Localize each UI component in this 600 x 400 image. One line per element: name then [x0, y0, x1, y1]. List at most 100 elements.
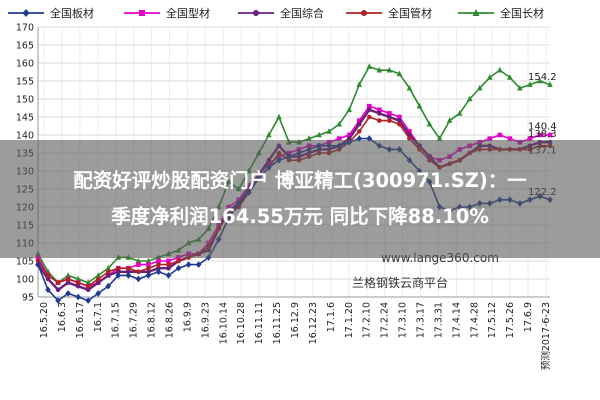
data-point: [105, 273, 111, 278]
x-tick-label: 17.2.24: [380, 302, 391, 338]
data-point: [65, 276, 71, 282]
data-point: [377, 118, 382, 123]
x-tick-label: 预测2017-6-23: [541, 302, 552, 370]
data-point: [175, 264, 182, 272]
x-tick-label: 17.3.10: [398, 302, 409, 338]
data-point: [547, 132, 553, 138]
data-point: [135, 275, 142, 283]
data-point: [486, 74, 493, 80]
data-point: [145, 257, 152, 264]
x-tick-label: 16.9.9: [182, 302, 193, 332]
data-point: [466, 95, 473, 102]
data-point: [126, 265, 131, 271]
y-tick-label: 105: [16, 257, 34, 268]
data-point: [376, 66, 383, 73]
end-value-label: 140.4: [528, 122, 557, 133]
data-point: [446, 117, 453, 123]
legend-item: 全国板材: [8, 6, 94, 20]
data-point: [346, 106, 353, 113]
x-tick-label: 16.9.23: [200, 302, 211, 338]
data-point: [146, 262, 151, 267]
data-point: [75, 280, 81, 285]
data-point: [387, 114, 392, 120]
legend-item: 全国管材: [346, 6, 432, 20]
legend-item: 全国型材: [124, 6, 210, 20]
data-point: [55, 287, 61, 293]
data-point: [406, 84, 413, 91]
headline-line-2: 季度净利润164.55万元 同比下降88.10%: [111, 205, 489, 228]
y-tick-label: 150: [16, 95, 34, 106]
data-point: [416, 102, 423, 109]
x-tick-label: 17.2.10: [362, 302, 373, 338]
data-point: [336, 120, 342, 127]
data-point: [95, 272, 102, 278]
x-tick-label: 17.6.9: [523, 302, 534, 332]
x-tick-label: 16.7.15: [111, 302, 122, 338]
watermark-brand: 兰格钢铁云商平台: [352, 275, 448, 290]
x-tick-label: 16.6.17: [75, 302, 86, 338]
data-point: [527, 136, 533, 141]
legend-label: 全国长材: [500, 6, 544, 20]
data-point: [476, 84, 483, 91]
x-tick-label: 16.11.25: [272, 302, 283, 344]
x-tick-label: 17.5.26: [505, 302, 516, 338]
data-point: [336, 136, 342, 141]
data-point: [306, 135, 312, 141]
data-point: [35, 261, 41, 268]
data-point: [45, 286, 51, 294]
data-point: [456, 110, 463, 116]
data-point: [185, 261, 192, 268]
data-point: [397, 121, 402, 127]
data-point: [176, 258, 181, 264]
data-point: [497, 66, 503, 73]
data-point: [253, 10, 259, 16]
data-point: [165, 272, 172, 279]
data-point: [156, 262, 161, 267]
data-point: [125, 272, 132, 279]
data-point: [386, 66, 393, 73]
data-point: [75, 293, 81, 301]
data-point: [507, 74, 513, 80]
x-tick-label: 16.8.12: [147, 302, 158, 338]
data-point: [85, 279, 91, 285]
legend-label: 全国板材: [50, 6, 94, 20]
data-point: [155, 268, 162, 276]
x-tick-label: 16.7.29: [129, 302, 140, 338]
data-point: [136, 269, 141, 275]
data-point: [407, 136, 412, 141]
data-point: [115, 272, 122, 279]
x-tick-label: 16.10.28: [236, 302, 247, 344]
data-point: [377, 107, 382, 113]
y-tick-label: 100: [16, 275, 34, 286]
x-tick-label: 16.7.1: [93, 302, 104, 332]
data-point: [55, 280, 61, 285]
data-point: [527, 81, 533, 87]
data-point: [537, 77, 543, 84]
data-point: [146, 265, 151, 271]
data-point: [366, 107, 372, 113]
data-point: [387, 118, 392, 123]
data-point: [497, 132, 503, 138]
data-point: [126, 269, 131, 275]
data-point: [397, 114, 402, 120]
legend-label: 全国综合: [280, 6, 324, 20]
x-tick-label: 17.1.6: [326, 302, 337, 332]
data-point: [396, 70, 403, 77]
legend: 全国板材 全国型材 全国综合 全国管材 全国长材: [8, 6, 544, 20]
data-point: [116, 265, 121, 271]
data-point: [139, 10, 145, 16]
y-tick-label: 165: [16, 41, 34, 52]
legend-item: 全国综合: [238, 6, 324, 20]
legend-label: 全国管材: [388, 6, 432, 20]
x-tick-label: 16.5.20: [39, 302, 50, 338]
data-point: [85, 283, 91, 289]
data-point: [35, 258, 41, 264]
x-tick-label: 17.1.20: [344, 302, 355, 338]
x-tick-label: 16.10.14: [218, 302, 229, 344]
x-tick-label: 16.8.26: [165, 302, 176, 338]
data-point: [436, 135, 443, 141]
data-point: [407, 129, 412, 134]
data-point: [487, 136, 493, 141]
data-point: [356, 81, 363, 87]
